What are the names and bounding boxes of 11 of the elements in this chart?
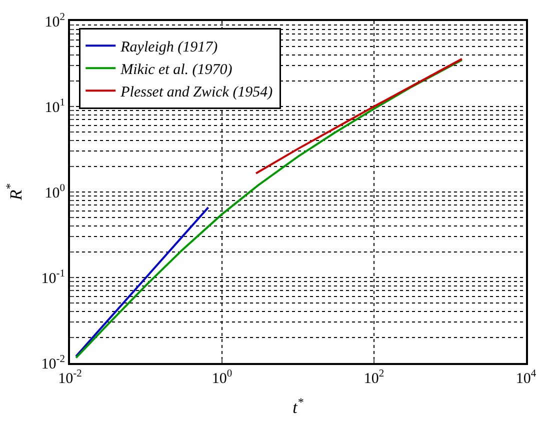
y-tick-label: 10$^{1}$ <box>44 97 65 116</box>
y-tick-label: 10$^{-1}$ <box>41 268 65 287</box>
x-tick-label: 10$^{4}$ <box>516 368 537 387</box>
y-tick-label: 10$^{2}$ <box>44 12 65 30</box>
legend-label: Plesset and Zwick (1954) <box>120 84 273 100</box>
y-tick-label: 10$^{0}$ <box>44 182 65 202</box>
x-tick-label: 10$^{2}$ <box>364 368 384 387</box>
x-tick-label: 10$^{0}$ <box>212 368 232 387</box>
x-axis-title: t$^{*}$ <box>292 394 304 417</box>
legend-label: Rayleigh (1917) <box>120 39 218 56</box>
legend-label: Mikic et al. (1970) <box>120 62 232 78</box>
